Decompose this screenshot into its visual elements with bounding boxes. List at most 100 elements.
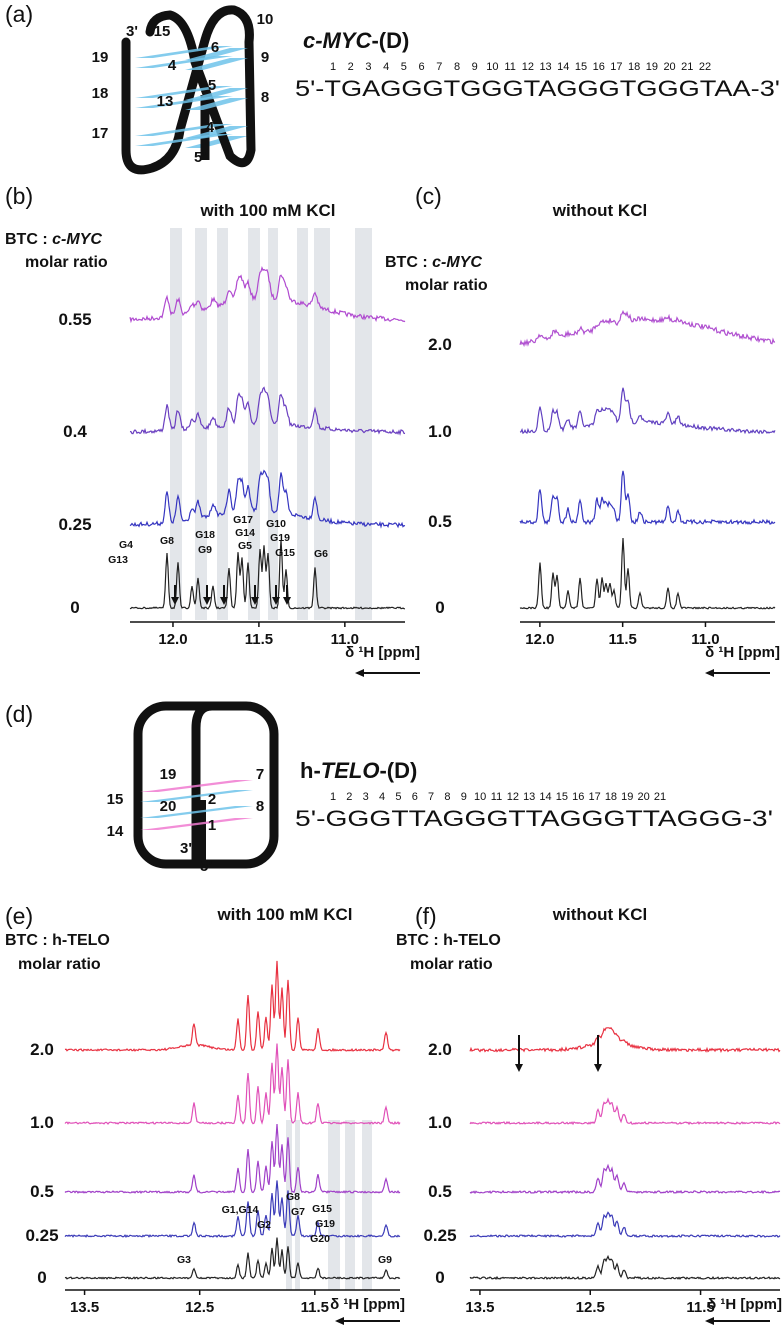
position-number: 17 — [588, 791, 600, 803]
quartet-plane — [135, 56, 233, 68]
peak-label: G15 — [275, 547, 295, 559]
spectrum — [64, 1043, 401, 1126]
highlight-band — [345, 1120, 355, 1290]
peak-label: G18 — [195, 529, 215, 541]
spectrum — [129, 265, 406, 324]
title-part: -(D) — [379, 758, 417, 783]
diagram-label: 5 — [208, 77, 216, 94]
quartet-plane — [140, 780, 253, 792]
series-label: 1.0 — [428, 1113, 452, 1132]
spectrum — [519, 309, 776, 348]
position-number: 5 — [395, 791, 401, 803]
spectrum — [129, 386, 406, 436]
ratio-label: BTC : c-MYC — [385, 254, 482, 271]
quartet-plane — [140, 806, 253, 818]
ratio-label-part: molar ratio — [405, 277, 488, 294]
spectrum — [519, 537, 776, 610]
diagram-label: 5' — [200, 858, 212, 875]
series-label: 0 — [435, 598, 444, 617]
series-label: 0 — [37, 1268, 46, 1287]
ratio-label-part: c-MYC — [432, 254, 482, 271]
diagram-label: 4 — [206, 119, 215, 136]
position-number: 10 — [486, 61, 498, 73]
spectrum — [129, 469, 406, 529]
highlight-band — [268, 228, 278, 620]
quartet-plane — [185, 48, 248, 60]
position-number: 17 — [610, 61, 622, 73]
x-tick-label: 12.0 — [158, 631, 187, 648]
x-tick-label: 11.5 — [608, 631, 636, 648]
position-number: 4 — [383, 61, 389, 73]
peak-label: G19 — [315, 1218, 335, 1230]
x-tick-label: 12.5 — [576, 1299, 605, 1316]
panel-label: (d) — [5, 701, 33, 727]
position-number: 3 — [363, 791, 369, 803]
diagram-label: 10 — [257, 11, 274, 28]
title-part: c-MYC — [303, 28, 373, 53]
quartet-plane — [135, 86, 233, 98]
position-number: 12 — [522, 61, 534, 73]
position-number: 13 — [539, 61, 551, 73]
position-number: 1 — [330, 791, 336, 803]
ratio-label-part: BTC : — [5, 231, 52, 248]
construct-title: c-MYC-(D) — [303, 28, 409, 53]
ratio-label: BTC : c-MYC — [5, 231, 102, 248]
position-number: 20 — [638, 791, 650, 803]
spectrum — [64, 1180, 401, 1239]
position-number: 14 — [539, 791, 551, 803]
position-number: 5 — [401, 61, 407, 73]
position-number: 19 — [621, 791, 633, 803]
ratio-label-part: c-MYC — [52, 231, 102, 248]
position-number: 21 — [681, 61, 693, 73]
arrow-head — [705, 669, 714, 677]
diagram-label: 2 — [208, 791, 216, 808]
diagram-label: 14 — [107, 823, 124, 840]
arrow-head — [203, 597, 211, 605]
quartet-plane — [185, 58, 248, 70]
x-tick-label: 11.0 — [691, 631, 719, 648]
series-label: 2.0 — [30, 1040, 54, 1059]
spectrum — [469, 1163, 781, 1195]
highlight-band — [295, 1120, 300, 1290]
sequence: 5'-TGAGGGTGGGTAGGGTGGGTAA-3' — [295, 76, 780, 101]
diagram-label: 15 — [154, 23, 171, 40]
diagram-label: 1 — [208, 817, 216, 834]
diagram-label: 20 — [160, 798, 177, 815]
position-number: 13 — [523, 791, 535, 803]
diagram-label: 19 — [92, 49, 109, 66]
diagram-label: 8 — [261, 89, 269, 106]
series-label: 0.25 — [25, 1226, 58, 1245]
position-number: 7 — [428, 791, 434, 803]
series-label: 0.25 — [58, 515, 91, 534]
position-number: 6 — [412, 791, 418, 803]
position-number: 3 — [365, 61, 371, 73]
diagram-label: 8 — [256, 798, 264, 815]
ratio-label-part: molar ratio — [410, 956, 493, 973]
position-number: 8 — [454, 61, 460, 73]
panel-title: without KCl — [552, 201, 647, 220]
position-number: 15 — [575, 61, 587, 73]
position-number: 12 — [507, 791, 519, 803]
spectrum — [469, 1026, 781, 1054]
diagram-label: 3' — [126, 23, 138, 40]
spectrum — [469, 1211, 781, 1238]
diagram-label: 4 — [168, 57, 177, 74]
x-tick-label: 11.5 — [301, 1299, 329, 1316]
position-number: 8 — [444, 791, 450, 803]
diagram-label: 19 — [160, 766, 177, 783]
peak-label: G8 — [160, 535, 174, 547]
position-number: 7 — [436, 61, 442, 73]
arrow-head — [705, 1317, 714, 1325]
sequence: 5'-GGGTTAGGGTTAGGGTTAGGG-3' — [295, 806, 773, 831]
diagram-label: 18 — [92, 85, 109, 102]
arrow-head — [515, 1064, 523, 1072]
diagram-label: 3' — [180, 840, 192, 857]
diagram-label: 9 — [261, 49, 269, 66]
x-axis-label: δ ¹H [ppm] — [330, 1296, 405, 1313]
position-number: 11 — [504, 61, 515, 73]
position-number: 11 — [491, 791, 502, 803]
highlight-band — [328, 1120, 340, 1290]
panel-title: with 100 mM KCl — [216, 905, 352, 924]
construct-title: h-TELO-(D) — [300, 758, 417, 783]
